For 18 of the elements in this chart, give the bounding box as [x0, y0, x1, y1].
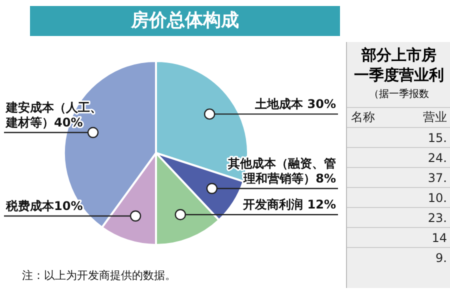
- text: （据一季报数: [368, 88, 430, 101]
- text: 24.: [428, 150, 447, 164]
- text: 15.: [428, 130, 447, 144]
- text: 名称: [351, 109, 375, 126]
- chart-title: 房价总体构成: [30, 6, 340, 36]
- slice-label: 建安成本（人工、建材等）40%: [5, 100, 102, 130]
- slice-label: 开发商利润 12%: [242, 198, 336, 212]
- slice-label: 税费成本10%: [5, 199, 83, 214]
- text: 10.: [428, 190, 447, 204]
- text: 14: [432, 230, 447, 244]
- text: 23.: [428, 210, 447, 224]
- slice-label: 土地成本 30%: [254, 97, 336, 112]
- text: 营业: [423, 109, 447, 126]
- text: 部分上市房: [360, 46, 438, 65]
- text: 一季度营业利: [353, 66, 445, 85]
- text: 注：以上为开发商提供的数据。: [22, 268, 176, 283]
- text: 37.: [428, 170, 447, 184]
- text: 9.: [436, 250, 447, 264]
